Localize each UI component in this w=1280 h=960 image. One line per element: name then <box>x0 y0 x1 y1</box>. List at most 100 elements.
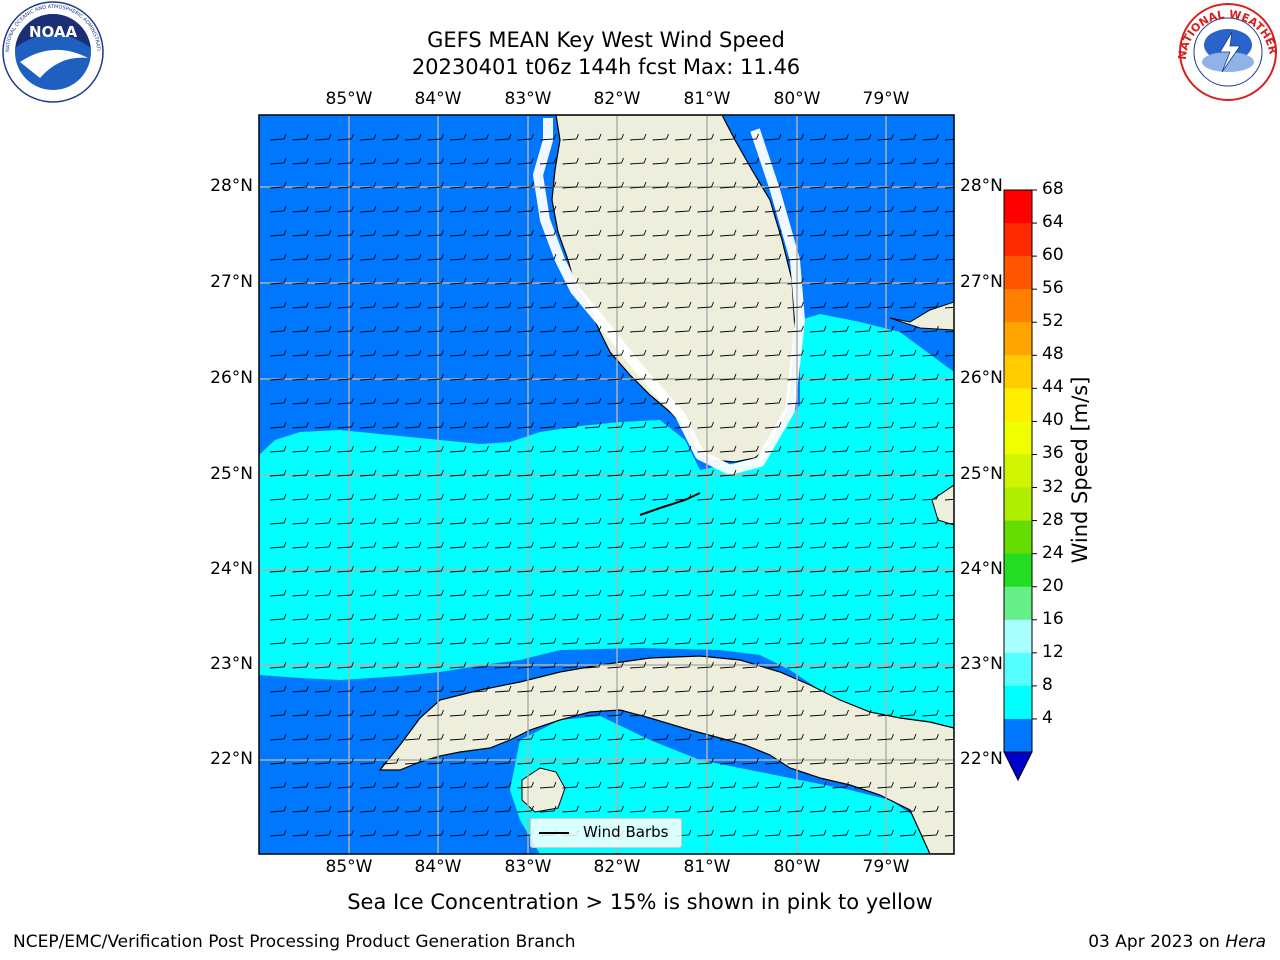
wind-barb <box>899 757 917 765</box>
wind-barb <box>629 373 647 381</box>
wind-barb <box>449 805 467 813</box>
wind-barb <box>742 373 759 381</box>
wind-barb <box>922 661 939 669</box>
wind-barb <box>449 781 467 789</box>
wind-barb <box>764 325 782 333</box>
wind-barb <box>877 157 894 165</box>
wind-barb <box>607 421 624 429</box>
wind-barb <box>899 709 917 717</box>
wind-barb <box>922 205 939 213</box>
wind-barb <box>359 565 377 573</box>
wind-barb <box>337 805 354 813</box>
wind-barb <box>787 301 804 309</box>
wind-barb <box>832 781 849 789</box>
wind-barb <box>652 301 669 309</box>
wind-barb <box>652 565 669 573</box>
wind-barb <box>539 757 557 765</box>
colorbar-segment <box>1004 619 1032 654</box>
wind-barb <box>764 349 782 357</box>
wind-barb <box>359 469 377 477</box>
wind-barb <box>787 349 804 357</box>
wind-barb <box>427 709 444 717</box>
wind-barb <box>269 157 287 165</box>
wind-barb <box>787 685 804 693</box>
wind-barb <box>382 781 399 789</box>
wind-barb <box>584 637 602 645</box>
wind-barb <box>427 493 444 501</box>
wind-barb <box>562 565 579 573</box>
wind-barb <box>877 517 894 525</box>
wind-barb <box>584 709 602 717</box>
wind-barb <box>292 733 309 741</box>
wind-barb <box>292 589 309 597</box>
wind-barb <box>764 493 782 501</box>
wind-barb <box>494 349 512 357</box>
wind-barb <box>314 757 332 765</box>
wind-barb <box>562 445 579 453</box>
wind-barb <box>629 445 647 453</box>
wind-barb <box>314 709 332 717</box>
wind-barb <box>359 541 377 549</box>
wind-barb <box>539 781 557 789</box>
wind-barb <box>337 589 354 597</box>
wind-barb <box>472 133 489 141</box>
wind-barb <box>292 445 309 453</box>
wind-barb <box>292 205 309 213</box>
wind-barb <box>719 325 737 333</box>
wind-barb <box>674 733 692 741</box>
wind-barb <box>314 565 332 573</box>
wind-barb <box>404 205 422 213</box>
wind-barb <box>359 733 377 741</box>
wind-barb <box>697 469 714 477</box>
wind-barb <box>359 157 377 165</box>
wind-barb <box>449 253 467 261</box>
wind-barb <box>314 781 332 789</box>
wind-barb <box>494 229 512 237</box>
wind-barb <box>832 157 849 165</box>
wind-barb <box>922 541 939 549</box>
wind-barb <box>382 493 399 501</box>
lat-tick-label-left: 24°N <box>210 559 253 579</box>
wind-barb <box>292 805 309 813</box>
wind-barb <box>899 805 917 813</box>
wind-barb <box>382 469 399 477</box>
wind-barb <box>427 541 444 549</box>
wind-barb <box>787 781 804 789</box>
wind-barb <box>742 589 759 597</box>
wind-barb <box>337 469 354 477</box>
lat-tick-label-right: 26°N <box>960 368 1003 388</box>
wind-barb <box>427 205 444 213</box>
wind-barb <box>899 133 917 141</box>
wind-barb <box>584 469 602 477</box>
wind-barb <box>562 469 579 477</box>
wind-barb <box>674 757 692 765</box>
wind-barb <box>359 517 377 525</box>
wind-barb <box>314 373 332 381</box>
wind-barb <box>494 397 512 405</box>
wind-barb <box>337 565 354 573</box>
wind-barb <box>472 349 489 357</box>
wind-barb <box>584 325 602 333</box>
wind-barb <box>922 781 939 789</box>
wind-barb <box>269 421 287 429</box>
wind-barb <box>944 738 954 741</box>
wind-barb <box>854 733 872 741</box>
footer-credit: NCEP/EMC/Verification Post Processing Pr… <box>13 932 576 952</box>
svg-text:NATIONAL WEATHER SERVICE: NATIONAL WEATHER SERVICE <box>0 0 1280 60</box>
wind-barb <box>764 253 782 261</box>
wind-barb <box>854 517 872 525</box>
wind-barb <box>764 397 782 405</box>
wind-barb <box>742 805 759 813</box>
wind-barb <box>719 637 737 645</box>
wind-barb <box>719 181 737 189</box>
wind-barb <box>652 325 669 333</box>
wind-barb <box>764 205 782 213</box>
wind-barb <box>449 661 467 669</box>
wind-barb <box>314 205 332 213</box>
wind-barb <box>922 589 939 597</box>
wind-barb <box>719 373 737 381</box>
wind-barb <box>472 709 489 717</box>
colorbar-segment <box>1004 487 1032 522</box>
wind-barb <box>674 637 692 645</box>
wind-barb <box>899 445 917 453</box>
